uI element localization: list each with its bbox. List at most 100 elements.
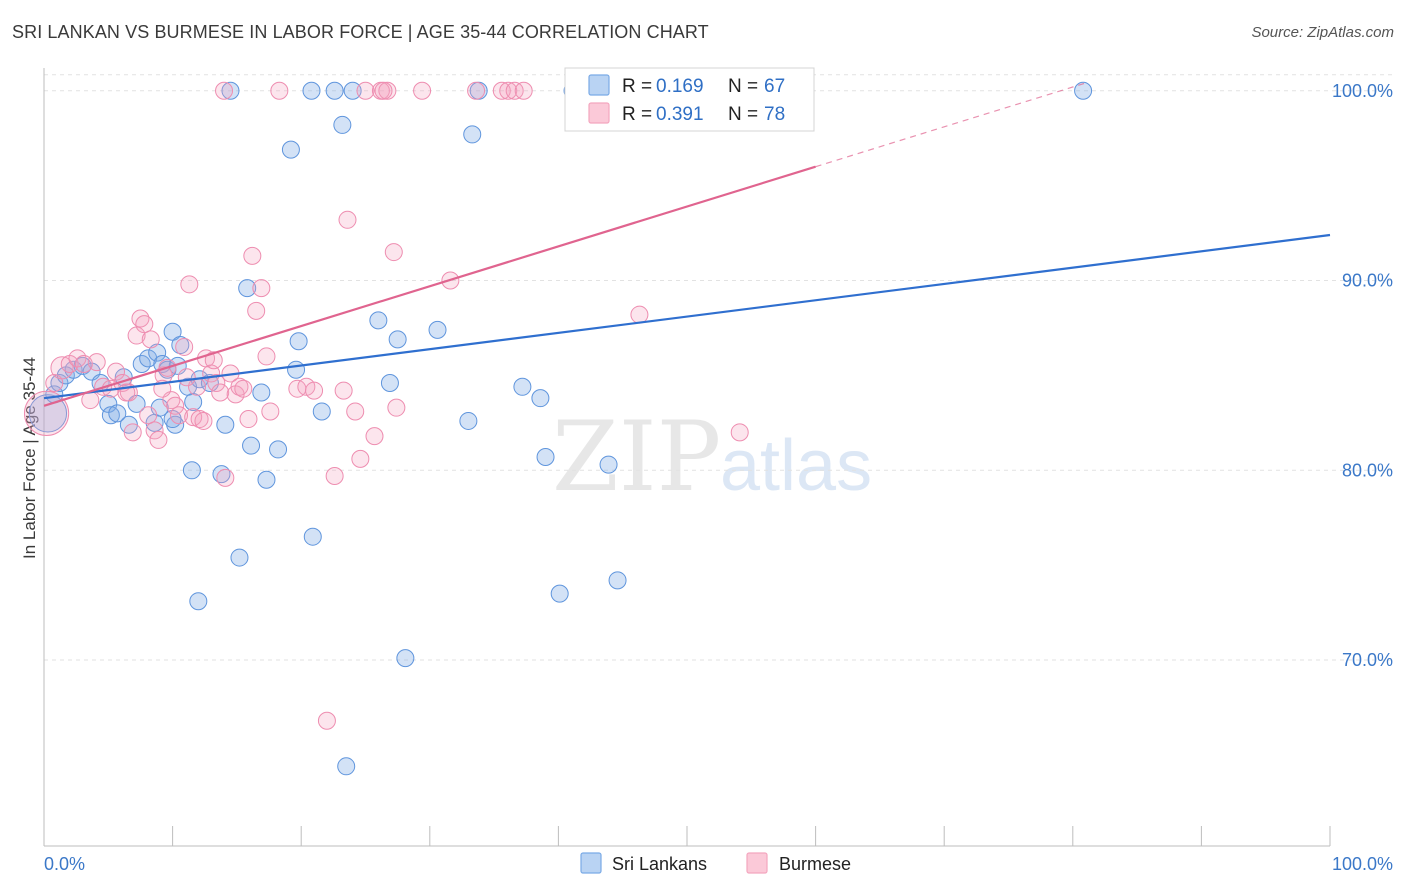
sri-lankans-point-25 xyxy=(184,392,203,411)
y-tick-labels: 70.0% 80.0% 90.0% 100.0% xyxy=(1332,81,1393,670)
sri-lankans-point-48 xyxy=(380,373,399,392)
sri-lankans-point-20 xyxy=(163,322,182,341)
burmese-point-75 xyxy=(194,411,213,430)
burmese-point-25 xyxy=(170,406,189,425)
burmese-point-52 xyxy=(334,381,353,400)
trend-lines xyxy=(43,82,1331,407)
sri-lankans-point-8 xyxy=(99,394,118,413)
burmese-point-40 xyxy=(239,410,258,429)
burmese-point-56 xyxy=(356,81,375,100)
sri-lankans-point-44 xyxy=(333,115,352,134)
x-tick-label-0: 0.0% xyxy=(44,854,85,874)
legend-n-value-1: 67 xyxy=(764,76,785,97)
legend-r-value-1: 0.169 xyxy=(656,76,704,97)
burmese-point-26 xyxy=(175,337,194,356)
legend-n-label-1: N = xyxy=(728,76,758,97)
burmese-point-19 xyxy=(145,421,164,440)
sri-lankans-point-63 xyxy=(189,592,208,611)
sri-lankans-point-39 xyxy=(289,332,308,351)
sri-lankans-point-53 xyxy=(463,125,482,144)
burmese-point-43 xyxy=(252,279,271,298)
bottom-legend-label-sri-lankans: Sri Lankans xyxy=(612,854,707,874)
sri-lankans-point-56 xyxy=(531,389,550,408)
legend-r-label-2: R = xyxy=(622,104,652,125)
sri-lankans-point-38 xyxy=(287,360,306,379)
burmese-point-16 xyxy=(135,315,154,334)
sri-lankans-point-42 xyxy=(312,402,331,421)
burmese-point-13 xyxy=(123,423,142,442)
sri-lankans-point-31 xyxy=(230,548,249,567)
burmese-point-54 xyxy=(346,402,365,421)
burmese-point-17 xyxy=(139,406,158,425)
legend-n-label-2: N = xyxy=(728,104,758,125)
burmese-point-74 xyxy=(177,368,196,387)
burmese-point-60 xyxy=(384,243,403,262)
legend-r-value-2: 0.391 xyxy=(656,104,704,125)
bottom-legend-label-burmese: Burmese xyxy=(779,854,851,874)
legend: R = 0.169 N = 67 R = 0.391 N = 78 xyxy=(564,67,815,132)
legend-n-value-2: 78 xyxy=(764,104,785,125)
axes xyxy=(43,68,1331,847)
burmese-point-64 xyxy=(467,81,486,100)
burmese-point-53 xyxy=(338,210,357,229)
sri-lankans-point-33 xyxy=(242,436,261,455)
y-tick-label-0: 70.0% xyxy=(1342,650,1393,670)
burmese-point-68 xyxy=(514,81,533,100)
sri-lankans-point-35 xyxy=(257,470,276,489)
sri-lankans-point-66 xyxy=(1074,81,1093,100)
burmese-point-65 xyxy=(492,81,511,100)
sri-lankans-point-45 xyxy=(337,757,356,776)
burmese-point-70 xyxy=(730,423,749,442)
burmese-point-24 xyxy=(166,396,185,415)
sri-lankans-point-46 xyxy=(343,81,362,100)
sri-lankans-point-62 xyxy=(182,461,201,480)
sri-lankans-point-60 xyxy=(599,455,618,474)
burmese-point-69 xyxy=(630,305,649,324)
burmese-point-55 xyxy=(351,449,370,468)
sri-lankans-point-34 xyxy=(252,383,271,402)
source-label: Source: ZipAtlas.com xyxy=(1251,24,1394,41)
grid-lines xyxy=(44,74,1395,661)
sri-lankans-point-57 xyxy=(536,448,555,466)
sri-lankans-point-43 xyxy=(325,81,344,100)
sri-lankans-point-61 xyxy=(608,571,627,590)
burmese-point-41 xyxy=(243,246,262,265)
sri-lankans-point-30 xyxy=(221,81,240,100)
burmese-point-46 xyxy=(270,81,289,100)
bottom-legend-swatch-sri-lankans xyxy=(580,852,602,874)
legend-swatch-blue xyxy=(588,74,610,96)
burmese-point-20 xyxy=(149,430,168,449)
y-tick-label-1: 80.0% xyxy=(1342,460,1393,480)
burmese-point-50 xyxy=(317,711,336,730)
burmese-point-39 xyxy=(234,379,253,398)
burmese-point-28 xyxy=(184,408,203,427)
legend-r-label-1: R = xyxy=(622,76,652,97)
bottom-legend-swatch-burmese xyxy=(746,852,768,874)
sri-lankans-point-36 xyxy=(269,440,288,459)
bottom-legend: Sri Lankans Burmese xyxy=(580,852,851,874)
y-tick-label-3: 100.0% xyxy=(1332,81,1393,101)
burmese-point-76 xyxy=(204,351,223,370)
chart-title: SRI LANKAN VS BURMESE IN LABOR FORCE | A… xyxy=(12,22,709,42)
x-tick-labels: 0.0% 100.0% xyxy=(44,854,1393,874)
sri-lankans-point-41 xyxy=(303,527,322,546)
sri-lankans-point-47 xyxy=(369,311,388,330)
sri-lankans-point-9 xyxy=(101,406,120,425)
x-tick-label-1: 100.0% xyxy=(1332,854,1393,874)
burmese-point-62 xyxy=(413,81,432,100)
sri-lankans-point-37 xyxy=(281,140,300,159)
burmese-point-71 xyxy=(215,81,234,100)
legend-swatch-pink xyxy=(588,102,610,124)
watermark-zip: ZIP xyxy=(552,401,721,513)
burmese-point-51 xyxy=(325,466,344,485)
burmese-point-57 xyxy=(365,427,384,446)
sri-lankans-point-58 xyxy=(550,584,569,603)
burmese-point-33 xyxy=(207,373,226,392)
burmese-point-10 xyxy=(107,362,126,381)
sri-lankans-point-32 xyxy=(238,279,257,298)
series-sri-lankans xyxy=(28,81,1093,776)
burmese-trend-line-extension xyxy=(815,82,1086,168)
burmese-point-7 xyxy=(87,353,106,372)
burmese-point-61 xyxy=(387,398,406,417)
